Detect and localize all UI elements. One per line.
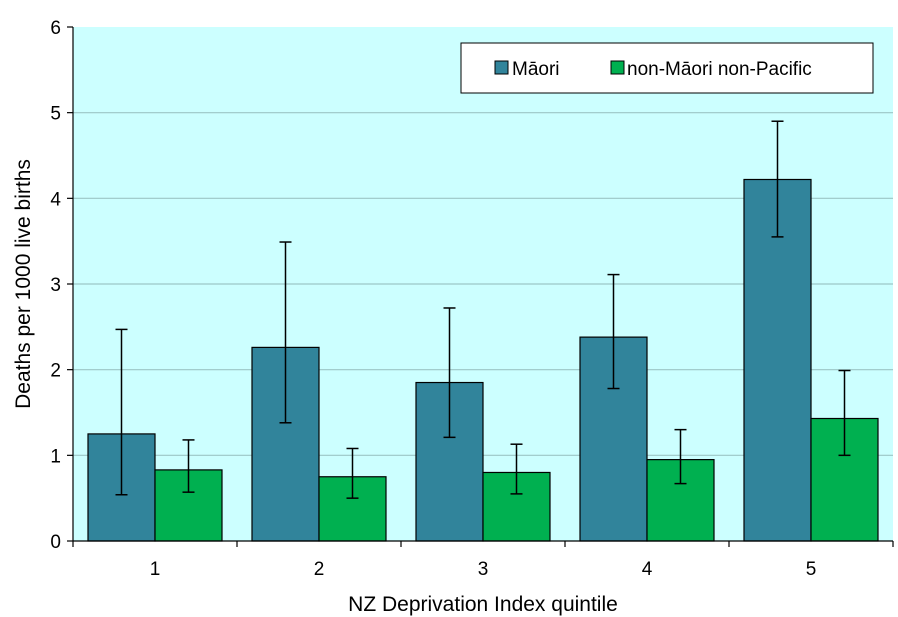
error-bar-maori-q1: [115, 328, 128, 496]
error-bar-maori-q2: [279, 241, 292, 424]
legend-swatch-non-maori: [610, 60, 625, 75]
error-bar-non-maori-q2: [346, 447, 359, 499]
y-tick-label: 2: [50, 361, 61, 382]
x-tick-label: 5: [806, 559, 817, 580]
error-bar-non-maori-q3: [510, 443, 523, 495]
legend-box: [460, 42, 874, 94]
error-bar-maori-q5: [771, 120, 784, 238]
error-bars: [115, 120, 851, 499]
error-bar-maori-q3: [443, 307, 456, 439]
error-bar-maori-q4: [607, 273, 620, 390]
x-tick-label: 1: [150, 559, 161, 580]
legend-label-non-maori: non-Māori non-Pacific: [627, 59, 812, 80]
y-tick-label: 0: [50, 532, 61, 553]
error-bar-non-maori-q1: [182, 439, 195, 493]
x-axis-title: NZ Deprivation Index quintile: [348, 593, 618, 616]
error-bar-non-maori-q4: [674, 428, 687, 485]
x-tick-label: 4: [642, 559, 653, 580]
x-tick-label: 3: [478, 559, 489, 580]
y-tick-label: 4: [50, 189, 61, 210]
y-tick-label: 1: [50, 446, 61, 467]
bar-non-maori-q2: [318, 476, 387, 542]
y-axis-ticks: 0 1 2 3 4 5 6: [50, 18, 73, 553]
y-axis-title: Deaths per 1000 live births: [12, 159, 35, 409]
legend-label-maori: Māori: [512, 59, 560, 80]
legend-swatch-maori: [494, 60, 509, 75]
legend: Māori non-Māori non-Pacific: [460, 42, 874, 94]
y-tick-label: 5: [50, 104, 61, 125]
error-bar-non-maori-q5: [838, 369, 851, 457]
x-tick-label: 2: [314, 559, 325, 580]
y-tick-label: 3: [50, 275, 61, 296]
x-axis-ticks: 1 2 3 4 5: [72, 541, 894, 580]
y-tick-label: 6: [50, 18, 61, 39]
